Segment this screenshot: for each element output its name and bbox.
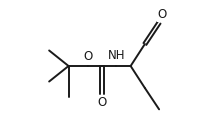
Text: O: O [83, 50, 93, 63]
Text: O: O [98, 96, 107, 109]
Text: NH: NH [108, 48, 125, 62]
Text: O: O [158, 8, 167, 21]
